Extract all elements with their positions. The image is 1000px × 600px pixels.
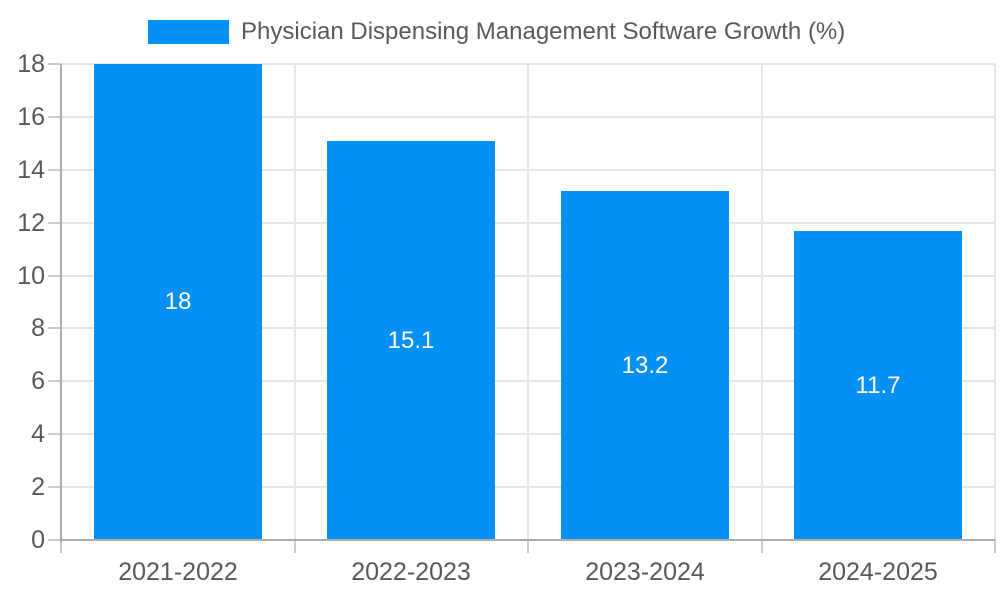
bar-value-label: 11.7 xyxy=(855,371,901,399)
bar-value-label: 18 xyxy=(164,288,192,315)
bar: 11.7 xyxy=(794,231,962,540)
y-axis-label: 14 xyxy=(17,156,45,184)
y-tick xyxy=(48,327,61,329)
y-tick xyxy=(48,222,61,224)
gridline-x xyxy=(527,64,529,540)
x-tick xyxy=(761,540,763,553)
y-axis-label: 4 xyxy=(31,420,45,448)
y-axis-line xyxy=(60,64,62,542)
x-axis-label: 2021-2022 xyxy=(118,558,238,586)
y-axis-label: 10 xyxy=(17,262,45,290)
y-tick xyxy=(48,169,61,171)
y-axis-label: 18 xyxy=(17,50,45,78)
bar: 15.1 xyxy=(327,141,495,540)
x-tick xyxy=(294,540,296,553)
y-axis-label: 12 xyxy=(17,209,45,237)
x-tick xyxy=(60,540,62,553)
y-axis-label: 0 xyxy=(31,526,45,554)
y-axis-label: 16 xyxy=(17,103,45,131)
x-tick xyxy=(527,540,529,553)
gridline-x xyxy=(294,64,296,540)
y-axis-label: 6 xyxy=(31,367,45,395)
bar: 13.2 xyxy=(561,191,729,540)
gridline-x xyxy=(761,64,763,540)
x-axis-label: 2024-2025 xyxy=(818,558,938,586)
gridline-x xyxy=(994,64,996,540)
y-tick xyxy=(48,486,61,488)
legend-swatch xyxy=(148,20,229,44)
y-axis-label: 8 xyxy=(31,314,45,342)
x-axis-label: 2023-2024 xyxy=(585,558,705,586)
y-axis-label: 2 xyxy=(31,473,45,501)
legend: Physician Dispensing Management Software… xyxy=(148,18,845,46)
bar-value-label: 15.1 xyxy=(387,326,435,354)
y-tick xyxy=(48,539,61,541)
bar-value-label: 13.2 xyxy=(621,351,669,379)
y-tick xyxy=(48,380,61,382)
y-tick xyxy=(48,275,61,277)
x-axis-label: 2022-2023 xyxy=(351,558,471,586)
y-tick xyxy=(48,63,61,65)
x-axis-line xyxy=(61,539,995,541)
bar: 18 xyxy=(94,64,262,540)
x-tick xyxy=(994,540,996,553)
legend-label: Physician Dispensing Management Software… xyxy=(241,18,846,45)
y-tick xyxy=(48,433,61,435)
y-tick xyxy=(48,116,61,118)
